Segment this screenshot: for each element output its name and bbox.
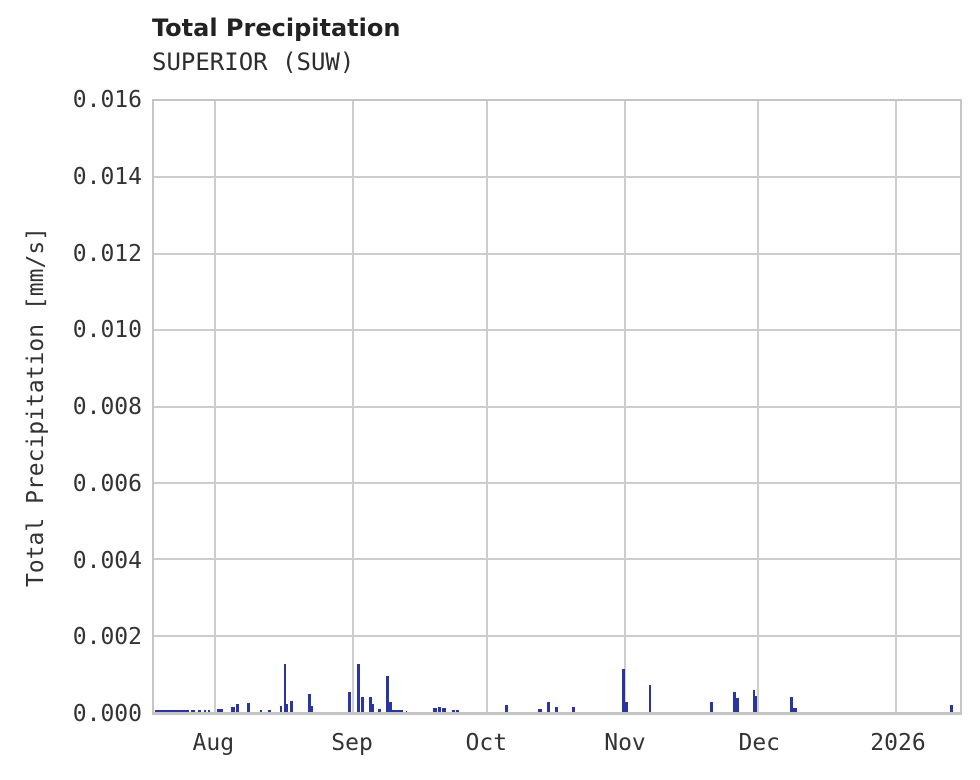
precipitation-bar bbox=[624, 702, 628, 712]
precipitation-bar bbox=[357, 664, 361, 712]
precipitation-bar bbox=[621, 669, 625, 712]
precipitation-bar bbox=[259, 710, 262, 712]
h-gridline bbox=[154, 405, 960, 408]
h-gridline bbox=[154, 329, 960, 332]
chart-title: Total Precipitation bbox=[152, 14, 401, 42]
plot-area bbox=[152, 99, 962, 715]
precipitation-bar bbox=[236, 704, 240, 712]
x-tick-label: 2026 bbox=[870, 730, 926, 756]
v-gridline bbox=[623, 101, 626, 712]
h-gridline bbox=[154, 558, 960, 561]
precipitation-bar bbox=[733, 692, 736, 712]
precipitation-bar bbox=[432, 708, 437, 712]
chart-subtitle: SUPERIOR (SUW) bbox=[152, 48, 355, 76]
precipitation-bar bbox=[456, 710, 459, 712]
precipitation-bar bbox=[286, 704, 289, 712]
y-tick-label: 0.014 bbox=[72, 163, 142, 190]
y-tick-label: 0.012 bbox=[72, 240, 142, 267]
y-tick-label: 0.016 bbox=[72, 87, 142, 113]
precipitation-bar bbox=[268, 710, 271, 712]
precipitation-bar bbox=[290, 700, 294, 712]
precipitation-bar bbox=[950, 705, 953, 712]
precipitation-bar bbox=[437, 707, 441, 712]
y-tick-label: 0.008 bbox=[72, 394, 142, 420]
precipitation-bar bbox=[648, 685, 652, 712]
precipitation-bar bbox=[710, 702, 714, 712]
precipitation-bar bbox=[369, 697, 372, 712]
precipitation-bar bbox=[793, 708, 797, 712]
y-axis-label: Total Precipitation [mm/s] bbox=[23, 226, 49, 588]
precipitation-bar bbox=[388, 702, 392, 712]
precipitation-bar bbox=[197, 710, 201, 712]
x-tick-label: Oct bbox=[465, 730, 508, 756]
precipitation-bar bbox=[441, 708, 446, 712]
precipitation-bar bbox=[752, 690, 756, 712]
precipitation-bar bbox=[371, 704, 374, 712]
precipitation-bar bbox=[283, 664, 287, 712]
precipitation-bar bbox=[538, 708, 543, 712]
v-gridline bbox=[214, 101, 216, 712]
precipitation-bar bbox=[246, 703, 250, 712]
precipitation-bar bbox=[279, 705, 283, 712]
x-tick-label: Aug bbox=[192, 730, 235, 756]
precipitation-bar bbox=[505, 705, 509, 712]
v-gridline bbox=[352, 101, 355, 712]
precipitation-bar bbox=[755, 695, 757, 712]
precipitation-bar bbox=[308, 694, 312, 712]
y-tick-label: 0.006 bbox=[72, 470, 142, 497]
precipitation-bar bbox=[311, 705, 314, 712]
precipitation-bar bbox=[348, 692, 351, 712]
x-tick-label: Sep bbox=[331, 730, 373, 756]
precipitation-bar bbox=[555, 707, 558, 712]
precipitation-bar bbox=[386, 676, 389, 712]
precipitation-bar bbox=[216, 708, 223, 712]
precipitation-bar bbox=[154, 710, 189, 712]
v-gridline bbox=[895, 101, 898, 712]
precipitation-bar bbox=[736, 697, 740, 712]
precipitation-bar bbox=[572, 707, 575, 712]
y-tick-label: 0.000 bbox=[72, 701, 142, 727]
y-tick-label: 0.010 bbox=[72, 317, 142, 344]
precipitation-bar bbox=[405, 710, 408, 712]
precipitation-bar bbox=[207, 710, 210, 712]
h-gridline bbox=[154, 252, 960, 255]
y-tick-label: 0.002 bbox=[72, 624, 142, 651]
v-gridline bbox=[757, 101, 760, 712]
x-tick-label: Nov bbox=[604, 730, 646, 756]
precipitation-bar bbox=[391, 710, 403, 712]
h-gridline bbox=[154, 634, 960, 637]
v-gridline bbox=[485, 101, 488, 712]
precipitation-bar bbox=[452, 710, 456, 712]
precipitation-bar bbox=[789, 697, 793, 712]
precipitation-bar bbox=[231, 707, 235, 712]
x-tick-label: Dec bbox=[738, 730, 781, 756]
h-gridline bbox=[154, 176, 960, 179]
h-gridline bbox=[154, 481, 960, 484]
precipitation-bar bbox=[203, 710, 206, 712]
precipitation-bar bbox=[377, 708, 381, 712]
precipitation-bar bbox=[190, 710, 195, 712]
y-tick-label: 0.004 bbox=[72, 547, 142, 574]
precipitation-bar bbox=[361, 697, 365, 712]
precipitation-bar bbox=[547, 702, 550, 712]
